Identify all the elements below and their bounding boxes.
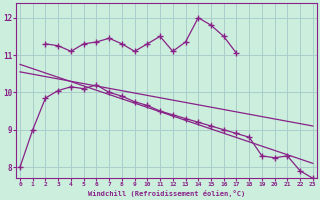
X-axis label: Windchill (Refroidissement éolien,°C): Windchill (Refroidissement éolien,°C) [88,190,245,197]
